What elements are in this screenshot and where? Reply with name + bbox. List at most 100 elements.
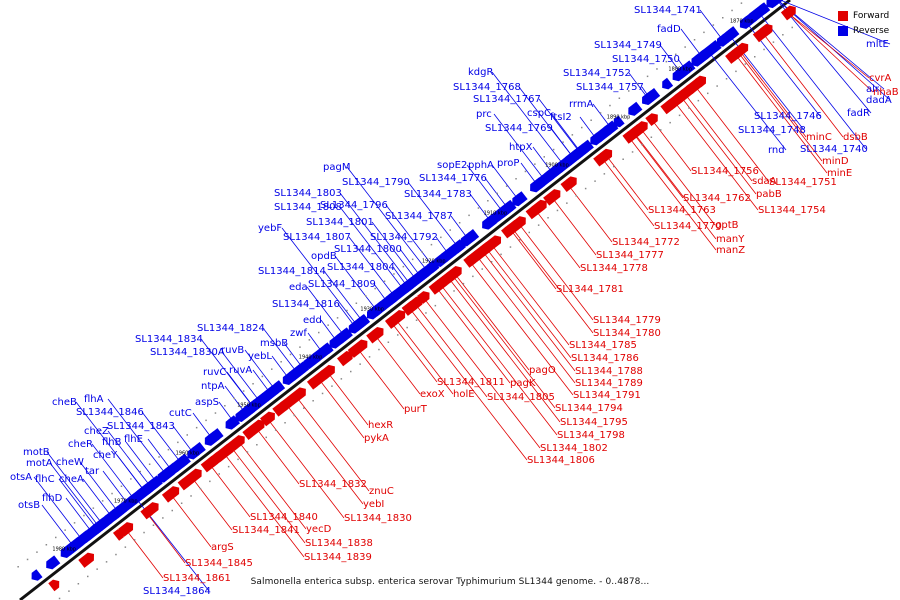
gene-label-ftsi2[interactable]: ftsI2	[550, 112, 572, 123]
gene-label-mota[interactable]: motA	[26, 458, 53, 469]
gene-label-sl1344_1794[interactable]: SL1344_1794	[555, 403, 623, 414]
gene-label-sl1344_1763[interactable]: SL1344_1763	[648, 205, 716, 216]
gene-label-exox[interactable]: exoX	[420, 389, 445, 400]
gene-label-sl1344_1806[interactable]: SL1344_1806	[527, 455, 595, 466]
gene-label-sl1344_1804[interactable]: SL1344_1804	[327, 262, 395, 273]
gene-label-sl1344_1740[interactable]: SL1344_1740	[800, 144, 868, 155]
gene-label-fadr[interactable]: fadR	[847, 108, 870, 119]
gene-label-sl1344_1777[interactable]: SL1344_1777	[596, 250, 664, 261]
gene-label-ruvb[interactable]: ruvB	[221, 345, 244, 356]
gene-label-otsb[interactable]: otsB	[18, 500, 40, 511]
gene-label-sl1344_1795[interactable]: SL1344_1795	[560, 417, 628, 428]
gene-label-sl1344_1802[interactable]: SL1344_1802	[540, 443, 608, 454]
gene-label-cheb[interactable]: cheB	[52, 397, 77, 408]
gene-label-sl1344_1807[interactable]: SL1344_1807	[283, 232, 351, 243]
gene-label-sl1344_1796[interactable]: SL1344_1796	[320, 200, 388, 211]
gene-label-prop[interactable]: proP	[497, 158, 519, 169]
gene-label-sl1344_1768[interactable]: SL1344_1768	[453, 82, 521, 93]
gene-label-purt[interactable]: purT	[404, 404, 428, 415]
gene-label-sl1344_1769[interactable]: SL1344_1769	[485, 123, 553, 134]
gene-label-sl1344_1780[interactable]: SL1344_1780	[593, 328, 661, 339]
gene-label-sl1344_1741[interactable]: SL1344_1741	[634, 5, 702, 16]
gene-label-sl1344_1809[interactable]: SL1344_1809	[308, 279, 376, 290]
gene-label-sl1344_1816[interactable]: SL1344_1816	[272, 299, 340, 310]
gene-label-sl1344_1841[interactable]: SL1344_1841	[232, 525, 300, 536]
gene-label-cspc[interactable]: cspC	[527, 108, 551, 119]
gene-label-many[interactable]: manY	[716, 234, 745, 245]
gene-label-sl1344_1748[interactable]: SL1344_1748	[738, 125, 806, 136]
gene-label-sl1344_1776[interactable]: SL1344_1776	[419, 173, 487, 184]
gene-label-sl1344_1786[interactable]: SL1344_1786	[571, 353, 639, 364]
gene-label-pagk[interactable]: pagK	[510, 378, 536, 389]
gene-label-ruvc[interactable]: ruvC	[203, 367, 226, 378]
gene-label-rnd[interactable]: rnd	[768, 145, 785, 156]
gene-label-edd[interactable]: edd	[303, 315, 322, 326]
gene-label-chew[interactable]: cheW	[56, 457, 84, 468]
gene-label-sl1344_1845[interactable]: SL1344_1845	[185, 558, 253, 569]
gene-label-pagm[interactable]: pagM	[323, 162, 350, 173]
gene-label-sl1344_1746[interactable]: SL1344_1746	[754, 111, 822, 122]
gene-label-tar[interactable]: tar	[85, 466, 100, 477]
gene-label-sl1344_1838[interactable]: SL1344_1838	[305, 538, 373, 549]
gene-label-sl1344_1803[interactable]: SL1344_1803	[274, 188, 342, 199]
gene-label-sl1344_1756[interactable]: SL1344_1756	[691, 166, 759, 177]
gene-label-gptb[interactable]: gptB	[715, 220, 739, 231]
gene-label-sl1344_1750[interactable]: SL1344_1750	[612, 54, 680, 65]
gene-label-sl1344_1814[interactable]: SL1344_1814	[258, 266, 326, 277]
gene-label-sl1344_1843[interactable]: SL1344_1843	[107, 421, 175, 432]
gene-label-yebl[interactable]: yebL	[248, 351, 272, 362]
gene-label-asps[interactable]: aspS	[195, 397, 219, 408]
gene-label-rrma[interactable]: rrmA	[569, 99, 594, 110]
gene-label-sl1344_1749[interactable]: SL1344_1749	[594, 40, 662, 51]
gene-label-sl1344_1839[interactable]: SL1344_1839	[304, 552, 372, 563]
gene-label-sl1344_1783[interactable]: SL1344_1783	[404, 189, 472, 200]
gene-label-sdaa[interactable]: sdaA	[752, 176, 777, 187]
gene-label-sl1344_1798[interactable]: SL1344_1798	[557, 430, 625, 441]
gene-label-flhb[interactable]: flhB	[102, 437, 122, 448]
gene-label-alr[interactable]: alr	[866, 84, 880, 95]
gene-label-sl1344_1779[interactable]: SL1344_1779	[593, 315, 661, 326]
gene-label-sl1344_1832[interactable]: SL1344_1832	[299, 479, 367, 490]
gene-label-sl1344_1757[interactable]: SL1344_1757	[576, 82, 644, 93]
gene-label-msbb[interactable]: msbB	[260, 338, 288, 349]
gene-label-sl1344_1800[interactable]: SL1344_1800	[334, 244, 402, 255]
gene-label-sl1344_1767[interactable]: SL1344_1767	[473, 94, 541, 105]
gene-label-pago[interactable]: pagO	[529, 365, 556, 376]
gene-label-mine[interactable]: minE	[827, 168, 852, 179]
gene-label-yebi[interactable]: yebI	[363, 499, 384, 510]
gene-label-minc[interactable]: minC	[806, 132, 832, 143]
gene-label-kdgr[interactable]: kdgR	[468, 67, 493, 78]
gene-label-yebf[interactable]: yebF	[258, 223, 282, 234]
gene-label-chez[interactable]: cheZ	[84, 426, 109, 437]
gene-label-zwf[interactable]: zwf	[290, 328, 307, 339]
gene-label-yecd[interactable]: yecD	[306, 524, 332, 535]
gene-label-sl1344_1781[interactable]: SL1344_1781	[556, 284, 624, 295]
gene-label-args[interactable]: argS	[211, 542, 234, 553]
gene-label-sl1344_1754[interactable]: SL1344_1754	[758, 205, 826, 216]
gene-label-motb[interactable]: motB	[23, 447, 50, 458]
gene-label-sl1344_1762[interactable]: SL1344_1762	[683, 193, 751, 204]
gene-label-flhc[interactable]: flhC	[35, 474, 55, 485]
gene-label-sl1344_1801[interactable]: SL1344_1801	[306, 217, 374, 228]
gene-label-flhd[interactable]: flhD	[42, 493, 63, 504]
gene-label-hexr[interactable]: hexR	[368, 420, 393, 431]
gene-label-sl1344_1824[interactable]: SL1344_1824	[197, 323, 265, 334]
gene-label-sl1344_1840[interactable]: SL1344_1840	[250, 512, 318, 523]
gene-label-sl1344_1811[interactable]: SL1344_1811	[437, 377, 505, 388]
gene-label-cvra[interactable]: cvrA	[869, 73, 892, 84]
gene-label-sl1344_1787[interactable]: SL1344_1787	[385, 211, 453, 222]
gene-label-opdb[interactable]: opdB	[311, 251, 337, 262]
gene-label-znuc[interactable]: znuC	[369, 486, 394, 497]
gene-label-chea[interactable]: cheA	[59, 474, 84, 485]
gene-label-otsa[interactable]: otsA	[10, 472, 32, 483]
gene-label-flha[interactable]: flhA	[84, 394, 104, 405]
gene-label-mind[interactable]: minD	[822, 156, 849, 167]
gene-label-sl1344_1772[interactable]: SL1344_1772	[612, 237, 680, 248]
gene-label-htpx[interactable]: htpX	[509, 142, 533, 153]
gene-label-ppha[interactable]: pphA	[468, 160, 494, 171]
gene-label-sl1344_1770[interactable]: SL1344_1770	[654, 221, 722, 232]
gene-label-dsbb[interactable]: dsbB	[843, 132, 868, 143]
gene-label-sl1344_1778[interactable]: SL1344_1778	[580, 263, 648, 274]
gene-label-sope2[interactable]: sopE2	[437, 160, 467, 171]
gene-label-cher[interactable]: cheR	[68, 439, 93, 450]
